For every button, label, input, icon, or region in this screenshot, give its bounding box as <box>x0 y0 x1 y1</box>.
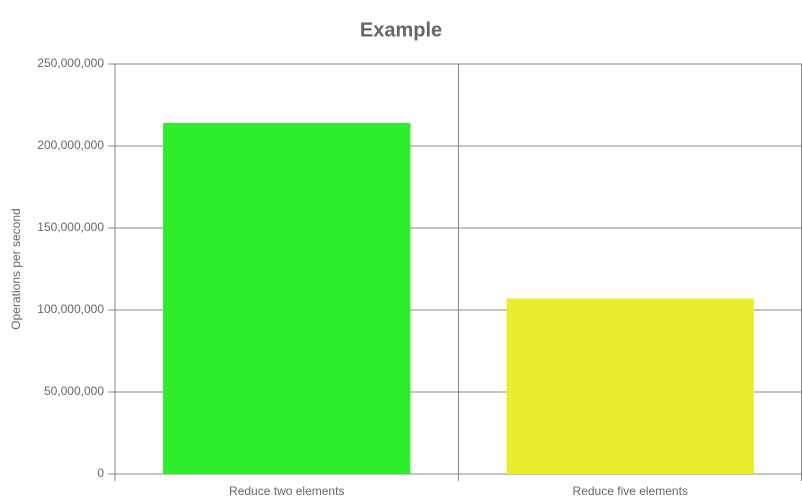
y-tick-label: 200,000,000 <box>37 138 104 152</box>
y-tick-label: 150,000,000 <box>37 220 104 234</box>
y-axis-label: Operations per second <box>9 208 23 329</box>
chart-title: Example <box>360 19 442 41</box>
bar <box>163 123 411 474</box>
bar <box>506 298 754 474</box>
y-tick-label: 50,000,000 <box>44 384 104 398</box>
y-tick-label: 100,000,000 <box>37 302 104 316</box>
x-tick-label: Reduce five elements <box>573 484 688 498</box>
y-tick-label: 250,000,000 <box>37 56 104 70</box>
y-tick-label: 0 <box>97 466 104 480</box>
x-tick-label: Reduce two elements <box>229 484 344 498</box>
